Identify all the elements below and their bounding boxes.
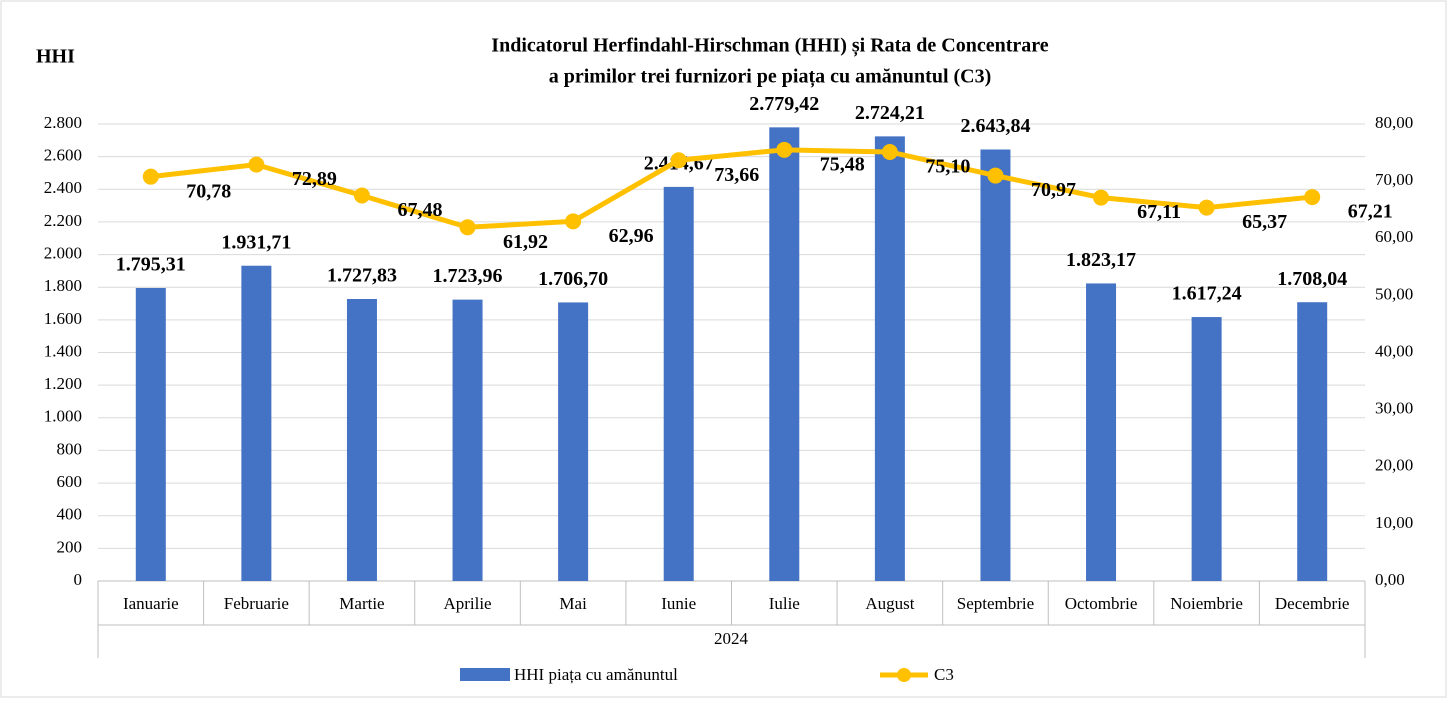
line-value-label: 61,92 [503,231,548,253]
legend-label: C3 [934,665,954,684]
x-tick-label: Februarie [224,594,289,613]
bar-value-label: 1.723,96 [433,265,503,287]
y-tick-label: 2.200 [44,211,82,230]
line-value-label: 73,66 [714,164,759,186]
bar [1191,317,1222,581]
x-tick-label: Iulie [769,594,800,613]
bar [1297,302,1328,581]
legend-marker [897,668,911,682]
y-tick-label: 0 [74,570,83,589]
x-tick-label: August [865,594,914,613]
y2-tick-label: 10,00 [1375,513,1413,532]
line-marker [670,152,687,169]
line-marker [987,167,1004,184]
y-tick-label: 600 [57,472,83,491]
line-value-label: 70,97 [1031,179,1076,201]
bar-value-label: 1.708,04 [1277,268,1347,290]
x-tick-label: Octombrie [1065,594,1138,613]
chart-subtitle: a primilor trei furnizori pe piața cu am… [549,66,992,89]
bar-value-label: 2.724,21 [855,102,925,124]
y2-tick-label: 50,00 [1375,284,1413,303]
y2-tick-label: 60,00 [1375,227,1413,246]
y2-tick-label: 0,00 [1375,570,1405,589]
y-tick-label: 800 [57,439,83,458]
bar-value-label: 2.643,84 [960,115,1030,137]
line-marker [776,141,793,158]
y-tick-label: 200 [57,537,83,556]
line-marker [1093,189,1110,206]
y-tick-label: 1.400 [44,341,82,360]
bar-value-label: 2.779,42 [749,93,819,115]
x-tick-label: Iunie [661,594,696,613]
line-marker [1304,189,1321,206]
line-value-label: 67,11 [1137,201,1181,223]
y2-tick-label: 40,00 [1375,341,1413,360]
legend-swatch [460,668,510,681]
bar-value-label: 1.617,24 [1172,283,1242,305]
legend-label: HHI piața cu amănuntul [514,665,678,684]
bar [1086,283,1117,581]
bar [241,265,272,581]
x-tick-label: Noiembrie [1170,594,1243,613]
line-value-label: 75,48 [820,153,865,175]
y-axis-label: HHI [36,46,75,68]
line-marker [459,219,476,236]
bar-value-label: 1.795,31 [116,254,186,276]
bar [452,299,483,581]
y-tick-label: 400 [57,505,83,524]
bar-value-label: 1.823,17 [1066,249,1136,271]
line-value-label: 65,37 [1242,211,1287,233]
y-tick-label: 2.600 [44,146,82,165]
x-group-label: 2024 [714,629,749,648]
line-marker [565,213,582,230]
y-tick-label: 1.000 [44,407,82,426]
line-marker [248,156,265,173]
x-tick-label: Martie [339,594,384,613]
x-tick-label: Decembrie [1275,594,1350,613]
line-value-label: 75,10 [925,156,970,178]
y-tick-label: 1.200 [44,374,82,393]
x-tick-label: Septembrie [957,594,1034,613]
bar [874,136,905,582]
chart-title: Indicatorul Herfindahl-Hirschman (HHI) ș… [491,35,1049,58]
bar [663,186,694,581]
x-tick-label: Mai [559,594,587,613]
y2-tick-label: 20,00 [1375,456,1413,475]
x-tick-label: Aprilie [443,594,491,613]
bar-value-label: 1.931,71 [221,231,291,253]
y2-tick-label: 30,00 [1375,399,1413,418]
bar [135,287,166,581]
bar [346,298,377,581]
x-tick-label: Ianuarie [123,594,179,613]
bar-value-label: 1.706,70 [538,268,608,290]
line-value-label: 67,21 [1348,201,1393,223]
bar [980,149,1011,581]
line-value-label: 72,89 [292,168,337,190]
line-marker [353,187,370,204]
y-tick-label: 1.800 [44,276,82,295]
y-tick-label: 2.400 [44,178,82,197]
y-tick-label: 2.000 [44,243,82,262]
line-marker [1198,199,1215,216]
line-marker [142,168,159,185]
y2-tick-label: 70,00 [1375,170,1413,189]
bar [558,302,589,581]
y2-tick-label: 80,00 [1375,113,1413,132]
y-tick-label: 1.600 [44,309,82,328]
line-value-label: 67,48 [397,199,442,221]
line-value-label: 62,96 [609,225,654,247]
y-tick-label: 2.800 [44,113,82,132]
bar-value-label: 1.727,83 [327,265,397,287]
line-value-label: 70,78 [186,180,231,202]
line [150,147,1313,230]
bar [769,127,800,581]
line-marker [881,143,898,160]
